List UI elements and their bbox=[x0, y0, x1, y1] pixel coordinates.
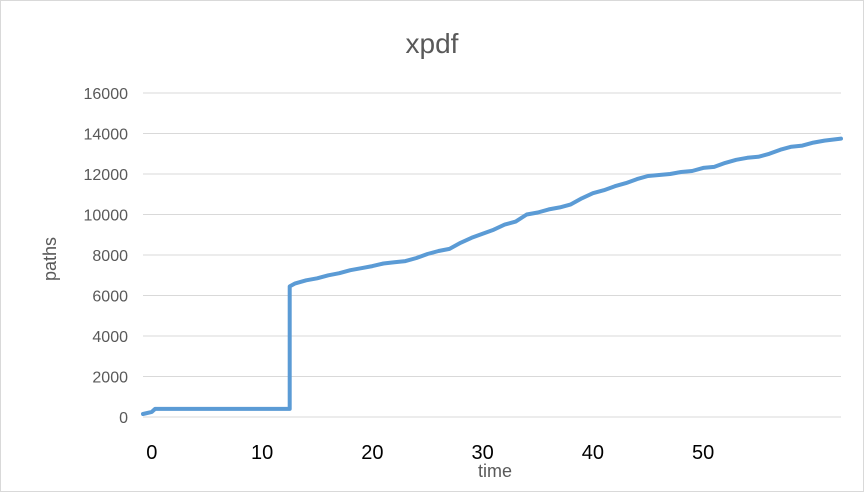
y-tick-label: 0 bbox=[119, 410, 128, 427]
x-axis-label: time bbox=[478, 461, 512, 481]
y-tick-label: 8000 bbox=[92, 248, 128, 265]
y-tick-label: 6000 bbox=[92, 289, 128, 306]
chart-title: xpdf bbox=[406, 28, 459, 59]
x-tick-label: 0 bbox=[146, 442, 157, 464]
x-tick-label: 10 bbox=[251, 442, 273, 464]
y-axis-ticks: 0 2000 4000 6000 8000 10000 12000 14000 16000 bbox=[84, 86, 129, 427]
y-tick-label: 12000 bbox=[84, 167, 129, 184]
y-axis-label: paths bbox=[40, 237, 60, 281]
x-tick-label: 40 bbox=[582, 442, 604, 464]
y-tick-label: 14000 bbox=[84, 127, 129, 144]
y-tick-label: 16000 bbox=[84, 86, 129, 103]
y-tick-label: 10000 bbox=[84, 208, 129, 225]
x-tick-label: 30 bbox=[472, 442, 494, 464]
x-tick-label: 20 bbox=[361, 442, 383, 464]
gridlines bbox=[143, 92, 841, 418]
y-tick-label: 4000 bbox=[92, 329, 128, 346]
x-tick-label: 50 bbox=[692, 442, 714, 464]
series-line-0 bbox=[141, 136, 843, 416]
series-group bbox=[141, 136, 843, 416]
x-axis-ticks: 0 10 20 30 40 50 bbox=[146, 442, 714, 464]
y-tick-label: 2000 bbox=[92, 370, 128, 387]
